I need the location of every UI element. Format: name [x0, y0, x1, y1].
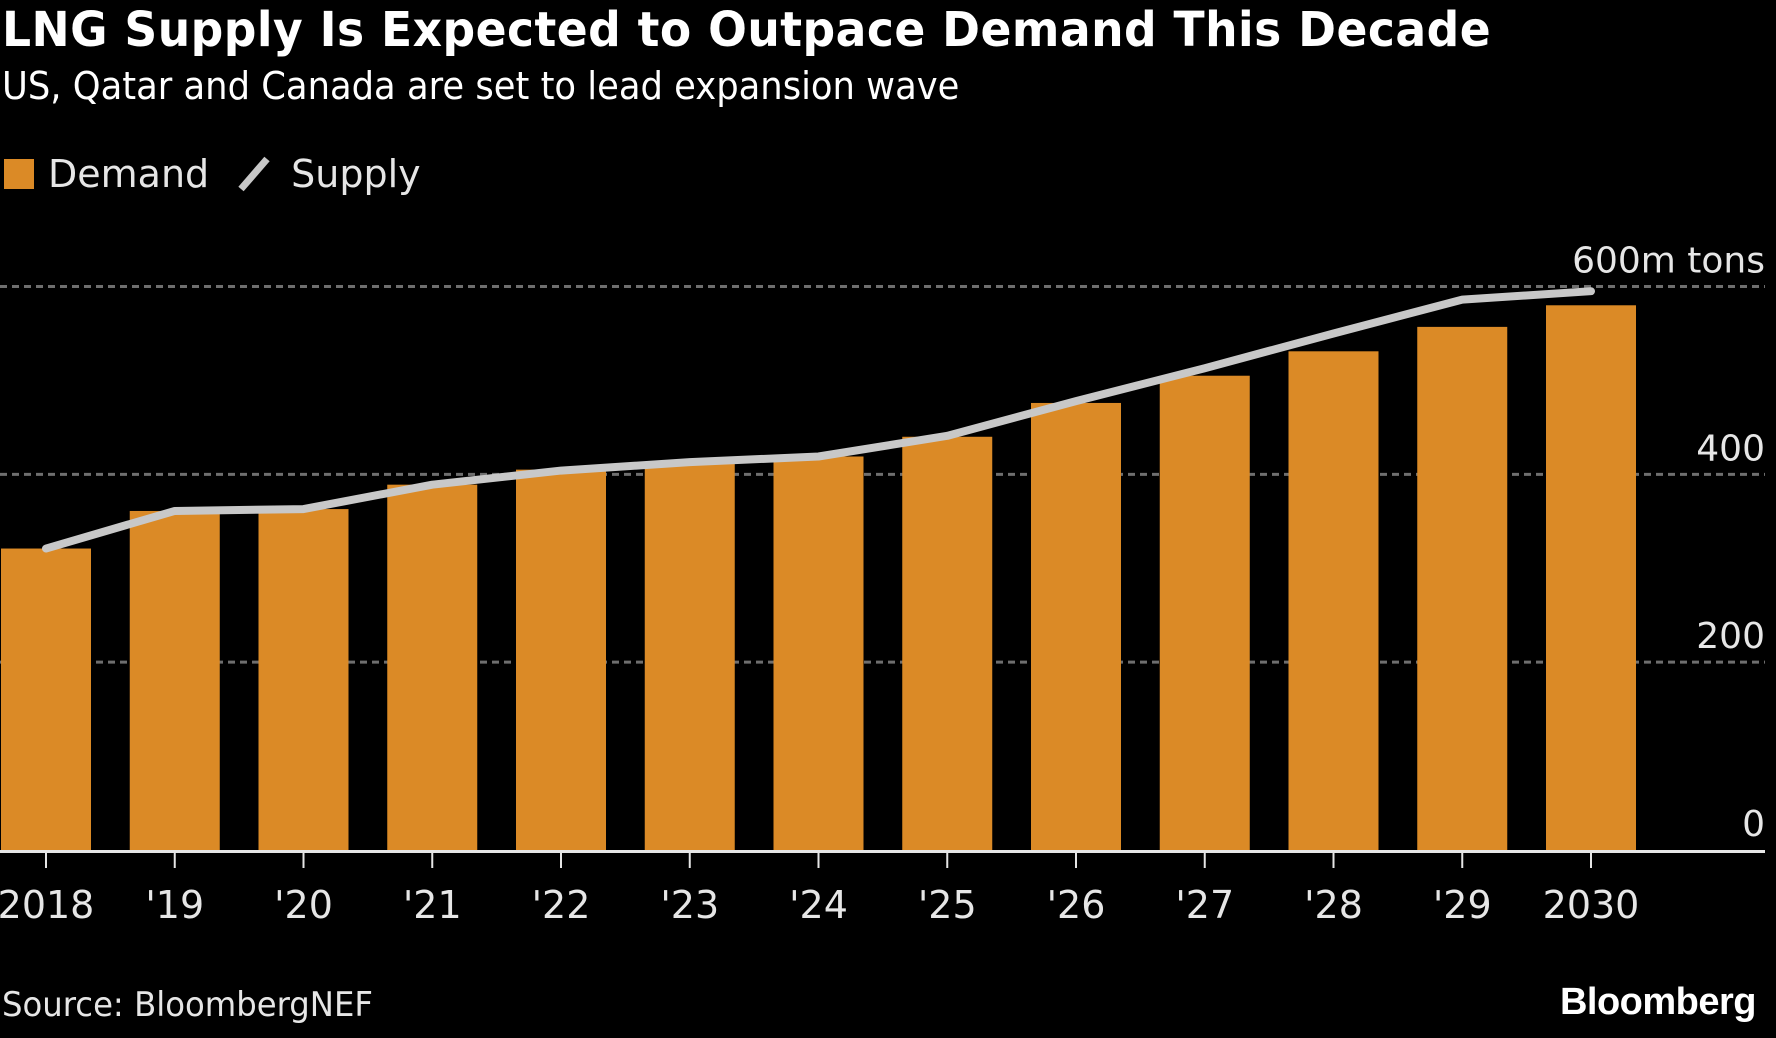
- legend: Demand Supply: [4, 152, 449, 196]
- y-axis-labels: 0 200 400 600m tons: [1572, 241, 1765, 846]
- x-tick-label: '23: [660, 883, 719, 927]
- demand-bar: [773, 456, 864, 850]
- x-tick-label: '21: [403, 883, 462, 927]
- chart-subtitle: US, Qatar and Canada are set to lead exp…: [2, 64, 960, 108]
- y-tick-label: 200: [1696, 616, 1765, 657]
- chart-title: LNG Supply Is Expected to Outpace Demand…: [2, 2, 1492, 58]
- x-tick-label: 2030: [1543, 883, 1640, 927]
- y-tick-label: 0: [1742, 804, 1765, 845]
- demand-bar: [1159, 375, 1250, 850]
- demand-bars: [1, 305, 1636, 850]
- demand-bar: [1031, 402, 1121, 850]
- demand-bar: [387, 484, 478, 850]
- demand-bar: [129, 510, 220, 850]
- legend-item-supply: Supply: [237, 152, 421, 196]
- bloomberg-logo: Bloomberg: [1559, 981, 1757, 1023]
- demand-bar: [516, 469, 606, 850]
- source-note: Source: BloombergNEF: [2, 985, 373, 1025]
- demand-bar: [258, 509, 349, 850]
- demand-bar: [1288, 351, 1379, 850]
- x-tick-label: '27: [1175, 883, 1234, 927]
- y-tick-label: 600m tons: [1572, 241, 1765, 282]
- demand-bar: [1546, 305, 1636, 850]
- x-tick-label: '19: [145, 883, 204, 927]
- legend-item-demand: Demand: [4, 152, 209, 196]
- x-tick-label: 2018: [0, 883, 94, 927]
- demand-bar: [644, 463, 735, 850]
- x-tick-label: '26: [1047, 883, 1106, 927]
- demand-swatch-icon: [4, 159, 34, 189]
- x-tick-label: '24: [789, 883, 848, 927]
- x-axis: 2018 '19 '20 '21 '22 '23 '24 '25 '26 '27 '28 '29 203…: [0, 850, 1765, 927]
- demand-bar: [1, 548, 91, 850]
- x-tick-label: '28: [1304, 883, 1363, 927]
- legend-label-supply: Supply: [291, 152, 421, 196]
- legend-label-demand: Demand: [48, 152, 210, 196]
- demand-bar: [902, 436, 993, 850]
- supply-line-group: [42, 287, 1595, 553]
- x-tick-label: '20: [274, 883, 333, 927]
- demand-bar: [1417, 326, 1508, 850]
- y-tick-label: 400: [1696, 428, 1765, 469]
- supply-line-icon: [238, 156, 270, 192]
- x-tick-label: '25: [918, 883, 977, 927]
- x-tick-label: '22: [532, 883, 591, 927]
- x-tick-label: '29: [1433, 883, 1492, 927]
